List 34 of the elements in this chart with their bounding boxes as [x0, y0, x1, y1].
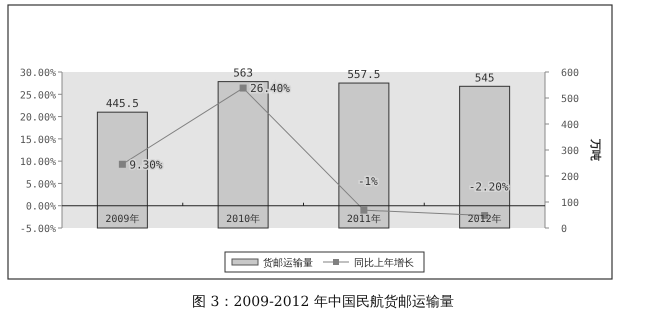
y2-tick-label: 200: [561, 172, 580, 183]
y2-tick-label: 400: [561, 120, 580, 131]
data-label: 557.5: [347, 68, 380, 82]
data-label: 445.5: [106, 97, 139, 110]
point: [240, 84, 247, 92]
y-tick-label: 5.00%: [26, 179, 56, 190]
y-tick-label: -5.00%: [20, 224, 56, 235]
x-tick-label: 2012年: [468, 213, 502, 225]
data-label: 563: [233, 66, 254, 80]
y2-tick-label: 500: [561, 94, 580, 105]
y2-tick-label: 0: [561, 224, 568, 235]
y-tick-label: 15.00%: [20, 134, 56, 146]
y2-tick-label: 100: [561, 198, 580, 209]
y2-tick-label: 600: [561, 68, 580, 79]
y-tick-label: 10.00%: [20, 157, 56, 168]
bar: [459, 86, 510, 228]
y-tick-label: 20.00%: [20, 112, 56, 124]
x-tick-label: 2011年: [346, 213, 381, 225]
x-tick-label: 2010年: [226, 213, 260, 225]
y2-axis-title: 万吨: [589, 138, 602, 161]
data-label: 545: [474, 71, 495, 84]
y2-tick-label: 300: [561, 146, 580, 157]
point: [360, 206, 368, 214]
legend-label: 同比上年增长: [354, 257, 414, 269]
y-tick-label: 0.00%: [26, 202, 56, 213]
legend-label: 货邮运输量: [263, 257, 313, 269]
data-label: -1%: [358, 175, 378, 188]
x-tick-label: 2009年: [105, 213, 140, 225]
bar: [338, 82, 390, 228]
y-tick-label: 30.00%: [20, 68, 56, 79]
y-tick-label: 25.00%: [20, 90, 56, 102]
data-label: -2.20%: [468, 180, 509, 194]
caption: 图 3：2009-2012 年中国民航货邮运输量: [192, 294, 454, 310]
point: [118, 160, 126, 168]
